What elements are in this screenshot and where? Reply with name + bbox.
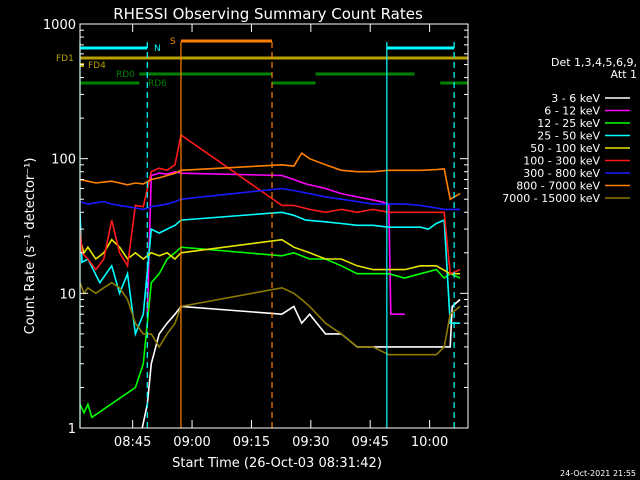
axes: 1 10 100 1000 08:45 09:00 09:15 09:30 09:45 10:00: [43, 18, 469, 450]
legend-entry-label: 25 - 50 keV: [537, 130, 600, 143]
legend-entry-label: 7000 - 15000 keV: [502, 192, 600, 205]
y-tick-label: 100: [51, 153, 76, 168]
chart-title: RHESSI Observing Summary Count Rates: [113, 5, 423, 23]
legend-entry-label: 12 - 25 keV: [537, 117, 600, 130]
series-layer: [80, 133, 461, 428]
y-tick-label: 10: [59, 287, 76, 302]
series-line-6-12-kev: [146, 170, 405, 316]
legend-entry-label: 50 - 100 keV: [530, 142, 600, 155]
state-bar-label-fd4: FD4: [88, 61, 106, 71]
x-tick-label: 09:15: [233, 435, 270, 450]
footer-timestamp: 24-Oct-2021 21:55: [560, 469, 636, 478]
state-bar-label-rd0: RD0: [116, 70, 135, 80]
x-tick-label: 10:00: [411, 435, 448, 450]
y-tick-label: 1: [68, 422, 76, 437]
legend-entry-label: 100 - 300 keV: [523, 155, 600, 168]
legend-header-line: Det 1,3,4,5,6,9,: [551, 56, 637, 69]
y-tick-label: 1000: [43, 18, 76, 33]
x-tick-label: 09:45: [351, 435, 388, 450]
x-tick-label: 08:45: [114, 435, 151, 450]
legend-entry-label: 300 - 800 keV: [523, 167, 600, 180]
x-axis-label: Start Time (26-Oct-03 08:31:42): [172, 456, 382, 471]
y-axis-label: Count Rate (s⁻¹ detector⁻¹): [23, 158, 38, 335]
x-tick-label: 09:30: [292, 435, 329, 450]
legend-entry-label: 3 - 6 keV: [551, 92, 600, 105]
series-line-12-25-kev: [80, 246, 461, 419]
state-bar-label-fd1: FD1: [56, 54, 74, 64]
series-line-7000-15000-kev: [80, 281, 461, 356]
legend-entry-label: 6 - 12 keV: [544, 105, 600, 118]
plot-frame: [79, 23, 469, 429]
series-line-300-800-kev: [80, 187, 461, 211]
legend-header-line: Att 1: [611, 68, 637, 81]
state-bar-label-s: S: [170, 37, 176, 47]
legend-entry-label: 800 - 7000 keV: [516, 180, 600, 193]
x-tick-label: 09:00: [173, 435, 210, 450]
series-line-800-7000-kev: [80, 151, 461, 201]
series-line-50-100-kev: [80, 238, 461, 275]
state-bars: FD1 FD4 RD0 RD6 NS: [56, 37, 468, 89]
state-bar-label-rd6: RD6: [148, 79, 167, 89]
series-line-3-6-kev: [141, 298, 461, 428]
series-line-25-50-kev: [80, 211, 461, 338]
state-bar-label-n: N: [154, 44, 161, 54]
